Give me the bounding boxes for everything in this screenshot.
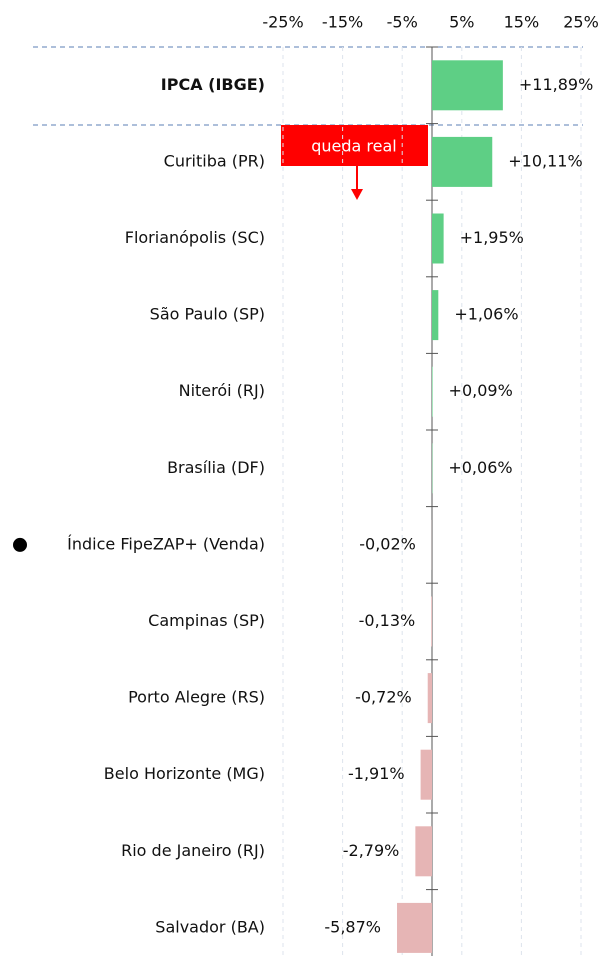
value-label: +0,06% [448,458,512,477]
category-label: Salvador (BA) [155,917,265,936]
value-label: -5,87% [324,917,381,936]
x-tick-label: 15% [504,13,540,32]
bar [415,826,432,877]
bar [432,136,493,187]
bar [432,213,444,264]
category-label: Brasília (DF) [167,458,265,477]
category-label: Florianópolis (SC) [125,228,265,247]
x-tick-label: -5% [387,13,418,32]
x-tick-label: 25% [563,13,599,32]
bar [420,749,432,800]
category-label: Porto Alegre (RS) [128,688,265,707]
value-label: +1,95% [460,228,524,247]
category-label: Curitiba (PR) [164,151,265,170]
value-label: +1,06% [454,305,518,324]
value-label: +0,09% [449,381,513,400]
value-label: -0,13% [359,611,416,630]
bar [432,366,433,417]
value-label: +10,11% [508,151,582,170]
value-label: -1,91% [348,764,405,783]
annotation: queda real [311,137,397,156]
bar [432,60,503,111]
category-label: Rio de Janeiro (RJ) [121,841,265,860]
bullet [13,537,27,552]
category-label: Belo Horizonte (MG) [104,764,265,783]
value-label: -0,02% [359,534,416,553]
bar [427,673,432,724]
annotation-arrowhead [351,189,363,200]
bar [431,596,432,647]
category-label: Niterói (RJ) [179,381,265,400]
category-label: São Paulo (SP) [150,305,265,324]
bar [432,290,439,341]
bar [397,902,432,953]
annotation-box [281,125,428,166]
x-tick-label: 5% [449,13,474,32]
category-label: IPCA (IBGE) [161,75,265,94]
category-label: Índice FipeZAP+ (Venda) [67,534,265,553]
x-tick-label: -15% [322,13,363,32]
category-label: Campinas (SP) [148,611,265,630]
value-label: +11,89% [519,75,593,94]
value-label: -0,72% [355,688,412,707]
x-tick-label: -25% [262,13,303,32]
value-label: -2,79% [343,841,400,860]
